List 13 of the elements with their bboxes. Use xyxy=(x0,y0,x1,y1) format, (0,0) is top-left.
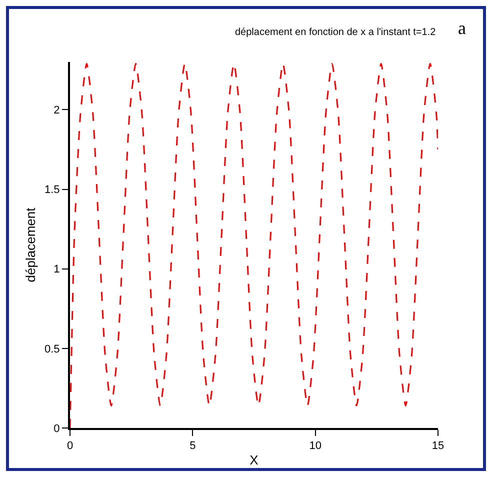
y-tick-label: 1.5 xyxy=(44,184,60,196)
chart-title: déplacement en fonction de x a l'instant t=1.2 xyxy=(235,27,436,38)
text: a xyxy=(458,18,466,38)
y-tick-label: 0.5 xyxy=(44,343,60,356)
y-tick-label: 1 xyxy=(54,264,60,276)
x-tick-label: 10 xyxy=(309,440,322,452)
x-tick-label: 0 xyxy=(66,440,74,452)
y-axis-title: déplacement xyxy=(22,207,38,282)
x-axis-title: X xyxy=(250,452,259,468)
x-tick-label: 15 xyxy=(432,440,444,452)
y-tick-label: 2 xyxy=(54,104,60,117)
x-tick-label: 5 xyxy=(190,440,196,452)
y-tick-label: 0 xyxy=(54,422,60,435)
